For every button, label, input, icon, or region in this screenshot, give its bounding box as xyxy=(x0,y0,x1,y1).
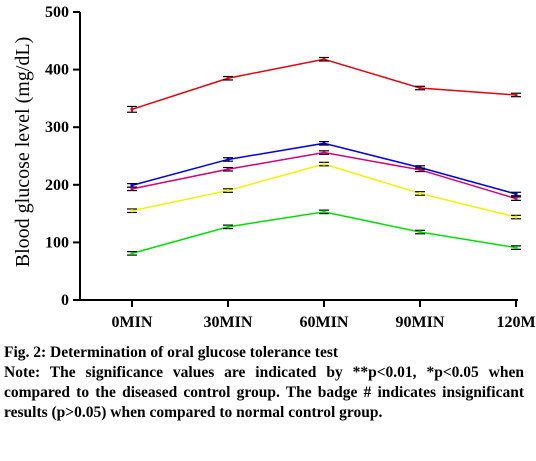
data-point xyxy=(322,141,326,145)
series-2 xyxy=(127,141,521,197)
data-point xyxy=(418,86,422,90)
data-point xyxy=(418,230,422,234)
data-point xyxy=(514,192,518,196)
data-point xyxy=(226,225,230,229)
x-tick-label: 120M xyxy=(496,314,535,331)
y-tick-label: 300 xyxy=(45,119,69,136)
data-point xyxy=(130,183,134,187)
series-3 xyxy=(127,150,521,201)
data-point xyxy=(226,76,230,80)
data-point xyxy=(226,167,230,171)
data-point xyxy=(226,157,230,162)
y-tick-label: 0 xyxy=(61,292,69,309)
figure-caption: Fig. 2: Determination of oral glucose to… xyxy=(4,343,524,423)
data-point xyxy=(226,188,230,193)
x-tick-label: 60MIN xyxy=(300,314,349,331)
x-tick-label: 90MIN xyxy=(396,314,445,331)
y-tick-label: 500 xyxy=(45,4,69,21)
x-tick-labels: 0MIN 30MIN 60MIN 90MIN 120M xyxy=(112,314,536,331)
data-point xyxy=(514,93,518,97)
data-point xyxy=(418,191,422,196)
y-axis-title: Blood glucose level (mg/dL) xyxy=(12,37,34,268)
series-line xyxy=(131,211,517,255)
series-5 xyxy=(127,209,521,256)
x-tick-label: 30MIN xyxy=(204,314,253,331)
series-layer xyxy=(127,56,521,256)
data-point xyxy=(514,197,518,201)
data-point xyxy=(322,150,326,155)
y-tick-label: 100 xyxy=(45,234,69,251)
data-point xyxy=(418,168,422,172)
y-tick-label: 200 xyxy=(45,177,69,194)
data-point xyxy=(130,107,134,111)
data-point xyxy=(130,251,134,255)
caption-heading: Fig. 2: Determination of oral glucose to… xyxy=(4,344,339,361)
series-line xyxy=(131,151,517,200)
data-point xyxy=(130,187,134,191)
y-tick-labels: 0 100 200 300 400 500 xyxy=(45,4,69,309)
series-line xyxy=(131,58,517,111)
data-point xyxy=(514,245,518,250)
data-point xyxy=(514,215,518,219)
data-point xyxy=(322,162,326,166)
data-point xyxy=(322,210,326,214)
line-chart: 0 100 200 300 400 500 0MIN 30MIN 60MIN 90MIN 120M… xyxy=(12,4,536,331)
x-tick-label: 0MIN xyxy=(112,314,153,331)
series-1 xyxy=(127,56,521,113)
data-point xyxy=(322,57,326,61)
y-tick-label: 400 xyxy=(45,62,69,79)
data-point xyxy=(130,209,134,213)
caption-note: Note: The significance values are indica… xyxy=(4,364,524,421)
series-line xyxy=(131,163,517,218)
chart-axes xyxy=(73,11,518,307)
series-4 xyxy=(127,161,521,220)
